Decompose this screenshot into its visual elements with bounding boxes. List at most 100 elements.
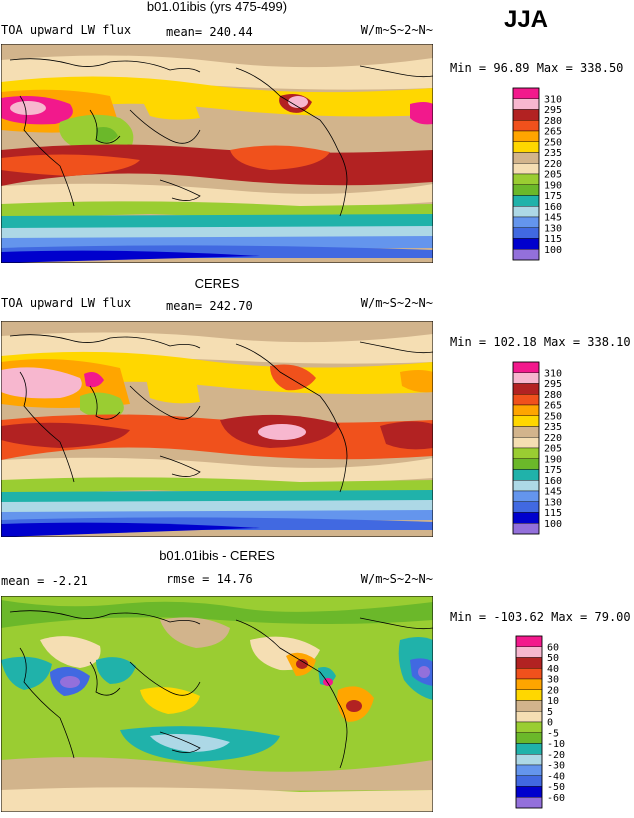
legend-swatch: [512, 458, 540, 470]
legend-swatch: [512, 87, 540, 99]
units-label: W/m~S~2~N~: [361, 23, 433, 37]
legend-tick-label: 310: [544, 368, 562, 379]
legend-tick-label: 205: [544, 444, 562, 455]
legend-tick-label: 265: [544, 401, 562, 412]
legend-tick-label: 190: [544, 180, 562, 191]
legend-swatch: [515, 678, 543, 690]
legend-swatch: [512, 163, 540, 175]
legend-tick-label: 205: [544, 170, 562, 181]
legend-swatch: [515, 786, 543, 798]
legend-swatch: [515, 775, 543, 787]
legend-swatch: [512, 173, 540, 185]
legend-swatch: [512, 249, 540, 261]
mean-value: mean= 242.70: [166, 299, 253, 313]
legend-tick-label: 60: [547, 642, 559, 653]
legend-tick-label: 235: [544, 422, 562, 433]
legend-model: 3102952802652502352202051901751601451301…: [512, 87, 562, 261]
legend-swatch: [512, 361, 540, 373]
panel-diff: b01.01ibis - CERES mean = -2.21 rmse = 1…: [1, 548, 631, 812]
legend-tick-label: 175: [544, 191, 562, 202]
map-field: [1, 44, 433, 263]
legend-tick-label: -40: [547, 771, 565, 782]
legend-tick-label: 310: [544, 94, 562, 105]
mean-value: mean = -2.21: [1, 574, 88, 588]
panel-title: b01.01ibis (yrs 475-499): [147, 0, 287, 14]
panel-obs: CERES TOA upward LW flux mean= 242.70 W/…: [1, 276, 631, 537]
legend-tick-label: 175: [544, 465, 562, 476]
legend-tick-label: -50: [547, 782, 565, 793]
legend-swatch: [512, 372, 540, 384]
legend-swatch: [515, 646, 543, 658]
legend-swatch: [512, 447, 540, 459]
legend-tick-label: -30: [547, 761, 565, 772]
legend-swatch: [515, 764, 543, 776]
legend-tick-label: 115: [544, 234, 562, 245]
legend-tick-label: 5: [547, 707, 553, 718]
legend-tick-label: 40: [547, 664, 559, 675]
legend-swatch: [515, 711, 543, 723]
variable-label: TOA upward LW flux: [1, 296, 131, 310]
legend-swatch: [512, 415, 540, 427]
legend-swatch: [512, 238, 540, 250]
legend-tick-label: 280: [544, 116, 562, 127]
legend-swatch: [512, 501, 540, 513]
legend-swatch: [512, 394, 540, 406]
legend-tick-label: 20: [547, 685, 559, 696]
season-label: JJA: [504, 6, 548, 33]
legend-tick-label: 130: [544, 497, 562, 508]
legend-swatch: [515, 732, 543, 744]
legend-swatch: [512, 141, 540, 153]
legend-swatch: [512, 130, 540, 142]
mean-value: mean= 240.44: [166, 25, 253, 39]
legend-tick-label: 250: [544, 411, 562, 422]
legend-tick-label: 100: [544, 245, 562, 256]
legend-tick-label: 115: [544, 508, 562, 519]
legend-swatch: [512, 469, 540, 481]
legend-swatch: [512, 383, 540, 395]
legend-tick-label: 235: [544, 148, 562, 159]
legend-swatch: [512, 426, 540, 438]
units-label: W/m~S~2~N~: [361, 572, 433, 586]
legend-swatch: [512, 206, 540, 218]
legend-tick-label: 30: [547, 675, 559, 686]
min-max-readout: Min = 96.89 Max = 338.50: [450, 61, 623, 75]
legend-swatch: [512, 480, 540, 492]
legend-swatch: [512, 404, 540, 416]
legend-swatch: [515, 797, 543, 809]
legend-swatch: [512, 523, 540, 535]
panel-title: b01.01ibis - CERES: [159, 548, 275, 563]
legend-swatch: [515, 721, 543, 733]
legend-swatch: [512, 109, 540, 121]
legend-tick-label: 145: [544, 213, 562, 224]
rmse-value: rmse = 14.76: [166, 572, 253, 586]
map-field: [1, 321, 433, 537]
legend-tick-label: 295: [544, 379, 562, 390]
map-field: [1, 596, 433, 812]
legend-tick-label: -60: [547, 793, 565, 804]
legend-swatch: [512, 152, 540, 164]
legend-swatch: [515, 743, 543, 755]
legend-swatch: [512, 512, 540, 524]
legend-tick-label: 295: [544, 105, 562, 116]
variable-label: TOA upward LW flux: [1, 23, 131, 37]
legend-swatch: [512, 98, 540, 110]
legend-tick-label: 160: [544, 476, 562, 487]
legend-tick-label: -20: [547, 750, 565, 761]
legend-tick-label: -5: [547, 728, 559, 739]
legend-swatch: [512, 216, 540, 228]
legend-swatch: [512, 227, 540, 239]
legend-swatch: [515, 754, 543, 766]
legend-swatch: [512, 195, 540, 207]
min-max-readout: Min = -103.62 Max = 79.00: [450, 610, 631, 624]
legend-tick-label: 250: [544, 137, 562, 148]
units-label: W/m~S~2~N~: [361, 296, 433, 310]
legend-swatch: [512, 437, 540, 449]
legend-swatch: [512, 490, 540, 502]
legend-tick-label: 160: [544, 202, 562, 213]
legend-tick-label: 190: [544, 454, 562, 465]
legend-tick-label: 100: [544, 519, 562, 530]
legend-swatch: [512, 184, 540, 196]
legend-swatch: [515, 657, 543, 669]
